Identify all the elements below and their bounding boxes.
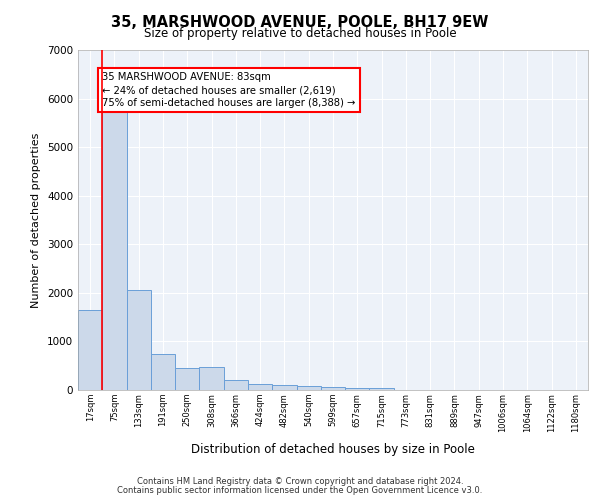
Bar xyxy=(248,384,272,390)
Y-axis label: Number of detached properties: Number of detached properties xyxy=(31,132,41,308)
Bar xyxy=(151,354,175,390)
Bar xyxy=(102,94,127,390)
Bar xyxy=(272,384,296,390)
Text: Contains public sector information licensed under the Open Government Licence v3: Contains public sector information licen… xyxy=(118,486,482,495)
Bar xyxy=(296,386,321,390)
Text: Contains HM Land Registry data © Crown copyright and database right 2024.: Contains HM Land Registry data © Crown c… xyxy=(137,477,463,486)
Bar xyxy=(127,290,151,390)
Bar xyxy=(345,388,370,390)
Text: 35, MARSHWOOD AVENUE, POOLE, BH17 9EW: 35, MARSHWOOD AVENUE, POOLE, BH17 9EW xyxy=(112,15,488,30)
Bar xyxy=(224,380,248,390)
Bar xyxy=(78,310,102,390)
Text: Size of property relative to detached houses in Poole: Size of property relative to detached ho… xyxy=(143,28,457,40)
Bar xyxy=(199,366,224,390)
Bar xyxy=(321,387,345,390)
Text: 35 MARSHWOOD AVENUE: 83sqm
← 24% of detached houses are smaller (2,619)
75% of s: 35 MARSHWOOD AVENUE: 83sqm ← 24% of deta… xyxy=(102,72,356,108)
Bar xyxy=(370,388,394,390)
Bar xyxy=(175,368,199,390)
X-axis label: Distribution of detached houses by size in Poole: Distribution of detached houses by size … xyxy=(191,443,475,456)
